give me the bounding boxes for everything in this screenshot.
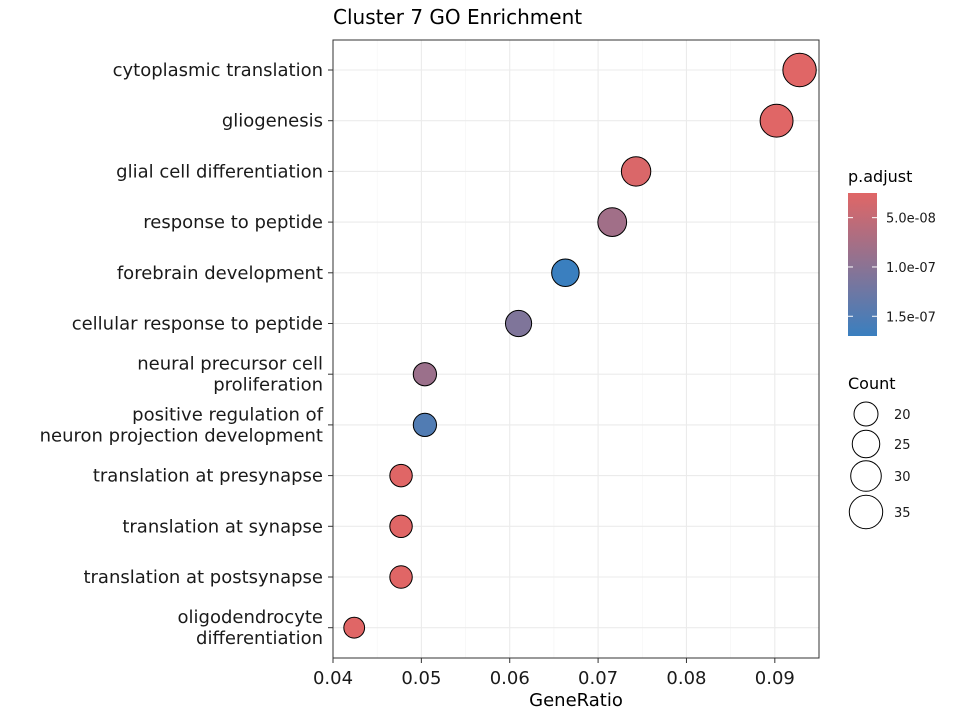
- p-adjust-legend: p.adjust 5.0e-08 1.0e-07 1.5e-07: [848, 167, 936, 336]
- x-tick-label: 0.08: [666, 668, 706, 689]
- colorbar-tick-label: 1.0e-07: [886, 261, 936, 276]
- size-legend-key: [848, 494, 884, 530]
- y-tick-label: differentiation: [196, 628, 323, 649]
- size-legend-label: 30: [894, 470, 911, 485]
- y-tick-label: glial cell differentiation: [116, 161, 323, 182]
- y-tick-label: neural precursor cell: [137, 354, 323, 375]
- data-point: [620, 156, 652, 187]
- p-adjust-legend-title: p.adjust: [848, 167, 912, 186]
- data-point: [343, 616, 366, 639]
- p-adjust-colorbar: [848, 193, 877, 336]
- plot-panel-border: [332, 39, 820, 659]
- y-tick-label: positive regulation of: [132, 404, 323, 425]
- count-legend-title: Count: [848, 374, 896, 393]
- data-point: [504, 309, 533, 338]
- x-tick-label: 0.06: [490, 668, 530, 689]
- data-point: [389, 514, 413, 539]
- x-tick-label: 0.05: [401, 668, 441, 689]
- y-tick-label: forebrain development: [117, 263, 323, 284]
- grid-lines: [332, 40, 819, 658]
- data-point: [412, 362, 438, 387]
- data-point: [551, 258, 580, 288]
- y-tick-label: proliferation: [213, 375, 323, 396]
- data-point: [412, 412, 438, 438]
- data-point: [389, 463, 413, 488]
- colorbar-tick-label: 1.5e-07: [886, 310, 936, 325]
- x-axis: 0.04 0.05 0.06 0.07 0.08 0.09: [313, 658, 795, 689]
- data-point: [389, 565, 413, 589]
- colorbar-tick-label: 5.0e-08: [886, 212, 936, 227]
- data-point: [782, 52, 817, 88]
- y-tick-label: cellular response to peptide: [72, 314, 323, 335]
- y-tick-label: gliogenesis: [222, 111, 323, 132]
- y-tick-label: translation at postsynapse: [83, 567, 323, 588]
- data-points: [343, 52, 817, 639]
- data-point: [597, 207, 628, 237]
- size-legend-key: [850, 460, 882, 492]
- y-tick-label: cytoplasmic translation: [113, 60, 323, 81]
- y-tick-label: translation at synapse: [122, 516, 323, 537]
- data-point: [759, 103, 794, 138]
- x-tick-label: 0.09: [755, 668, 795, 689]
- count-legend: Count 20 25 30 35: [848, 374, 911, 530]
- size-legend-label: 20: [894, 408, 911, 423]
- size-legend-label: 25: [894, 438, 911, 453]
- y-axis: cytoplasmic translation gliogenesis glial …: [40, 60, 333, 649]
- y-tick-label: response to peptide: [143, 212, 323, 233]
- x-tick-label: 0.07: [578, 668, 618, 689]
- size-legend-key: [851, 429, 881, 459]
- chart-title: Cluster 7 GO Enrichment: [333, 5, 582, 29]
- y-tick-label: translation at presynapse: [93, 466, 323, 487]
- x-axis-title: GeneRatio: [529, 690, 623, 711]
- size-legend-label: 35: [894, 506, 911, 521]
- size-legend-key: [853, 401, 879, 427]
- y-tick-label: oligodendrocyte: [178, 607, 324, 628]
- x-tick-label: 0.04: [313, 668, 353, 689]
- y-tick-label: neuron projection development: [40, 425, 323, 446]
